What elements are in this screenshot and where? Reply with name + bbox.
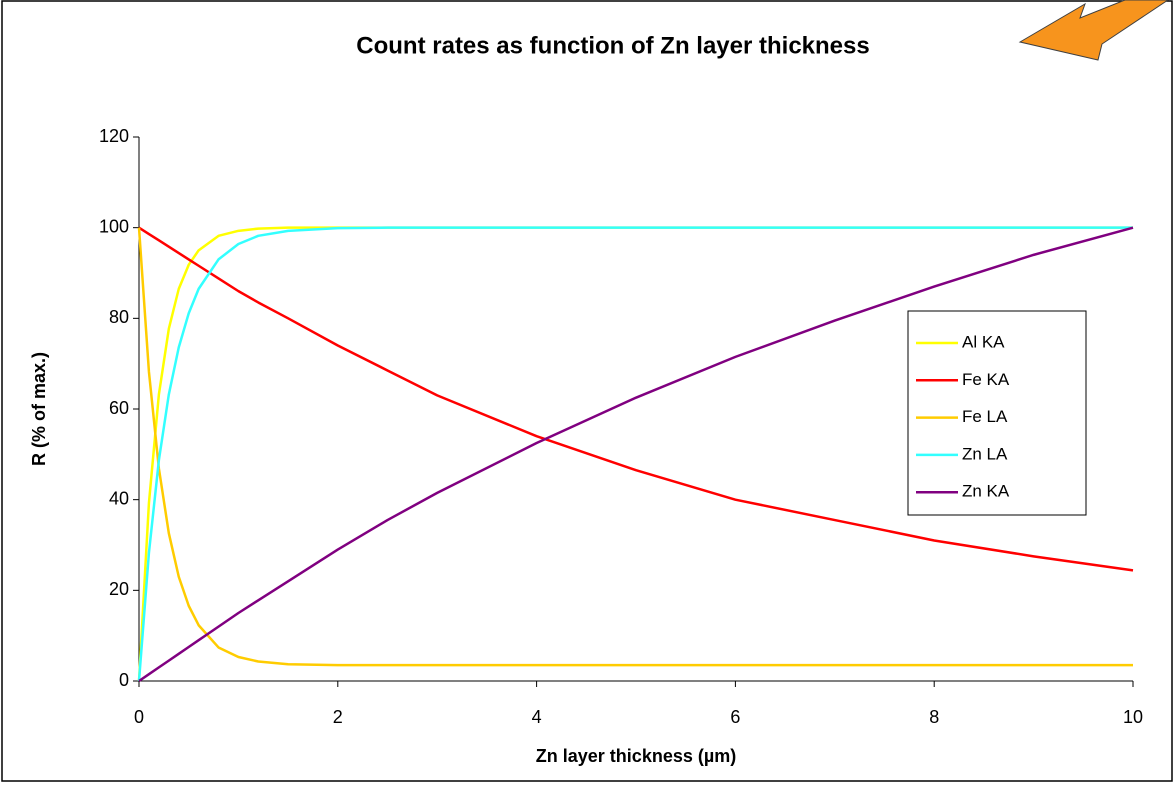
legend-label: Zn LA bbox=[962, 444, 1008, 463]
y-axis-title: R (% of max.) bbox=[29, 352, 49, 466]
x-axis-title: Zn layer thickness (µm) bbox=[536, 746, 736, 766]
legend-box bbox=[907, 310, 1087, 516]
legend-label: Zn KA bbox=[962, 482, 1010, 501]
y-tick-label: 60 bbox=[109, 398, 129, 418]
series-line bbox=[138, 226, 1134, 572]
legend-label: Al KA bbox=[962, 332, 1005, 351]
x-tick-label: 2 bbox=[333, 707, 343, 727]
arrow-decoration bbox=[1018, 0, 1169, 61]
series-line bbox=[137, 227, 1133, 667]
legend-label: Fe KA bbox=[962, 370, 1010, 389]
y-tick-label: 80 bbox=[109, 307, 129, 327]
y-tick-label: 40 bbox=[109, 488, 129, 508]
y-tick-label: 0 bbox=[119, 670, 129, 690]
legend-label: Fe LA bbox=[962, 407, 1008, 426]
x-tick-label: 0 bbox=[134, 707, 144, 727]
x-tick-label: 8 bbox=[929, 707, 939, 727]
y-tick-label: 120 bbox=[99, 126, 129, 146]
y-tick-label: 20 bbox=[109, 579, 129, 599]
x-tick-label: 4 bbox=[532, 707, 542, 727]
series-line bbox=[137, 226, 1133, 682]
series-line bbox=[138, 226, 1134, 683]
y-tick-label: 100 bbox=[99, 216, 129, 236]
x-tick-label: 10 bbox=[1123, 707, 1143, 727]
x-tick-label: 6 bbox=[730, 707, 740, 727]
chart-title: Count rates as function of Zn layer thic… bbox=[356, 32, 869, 59]
